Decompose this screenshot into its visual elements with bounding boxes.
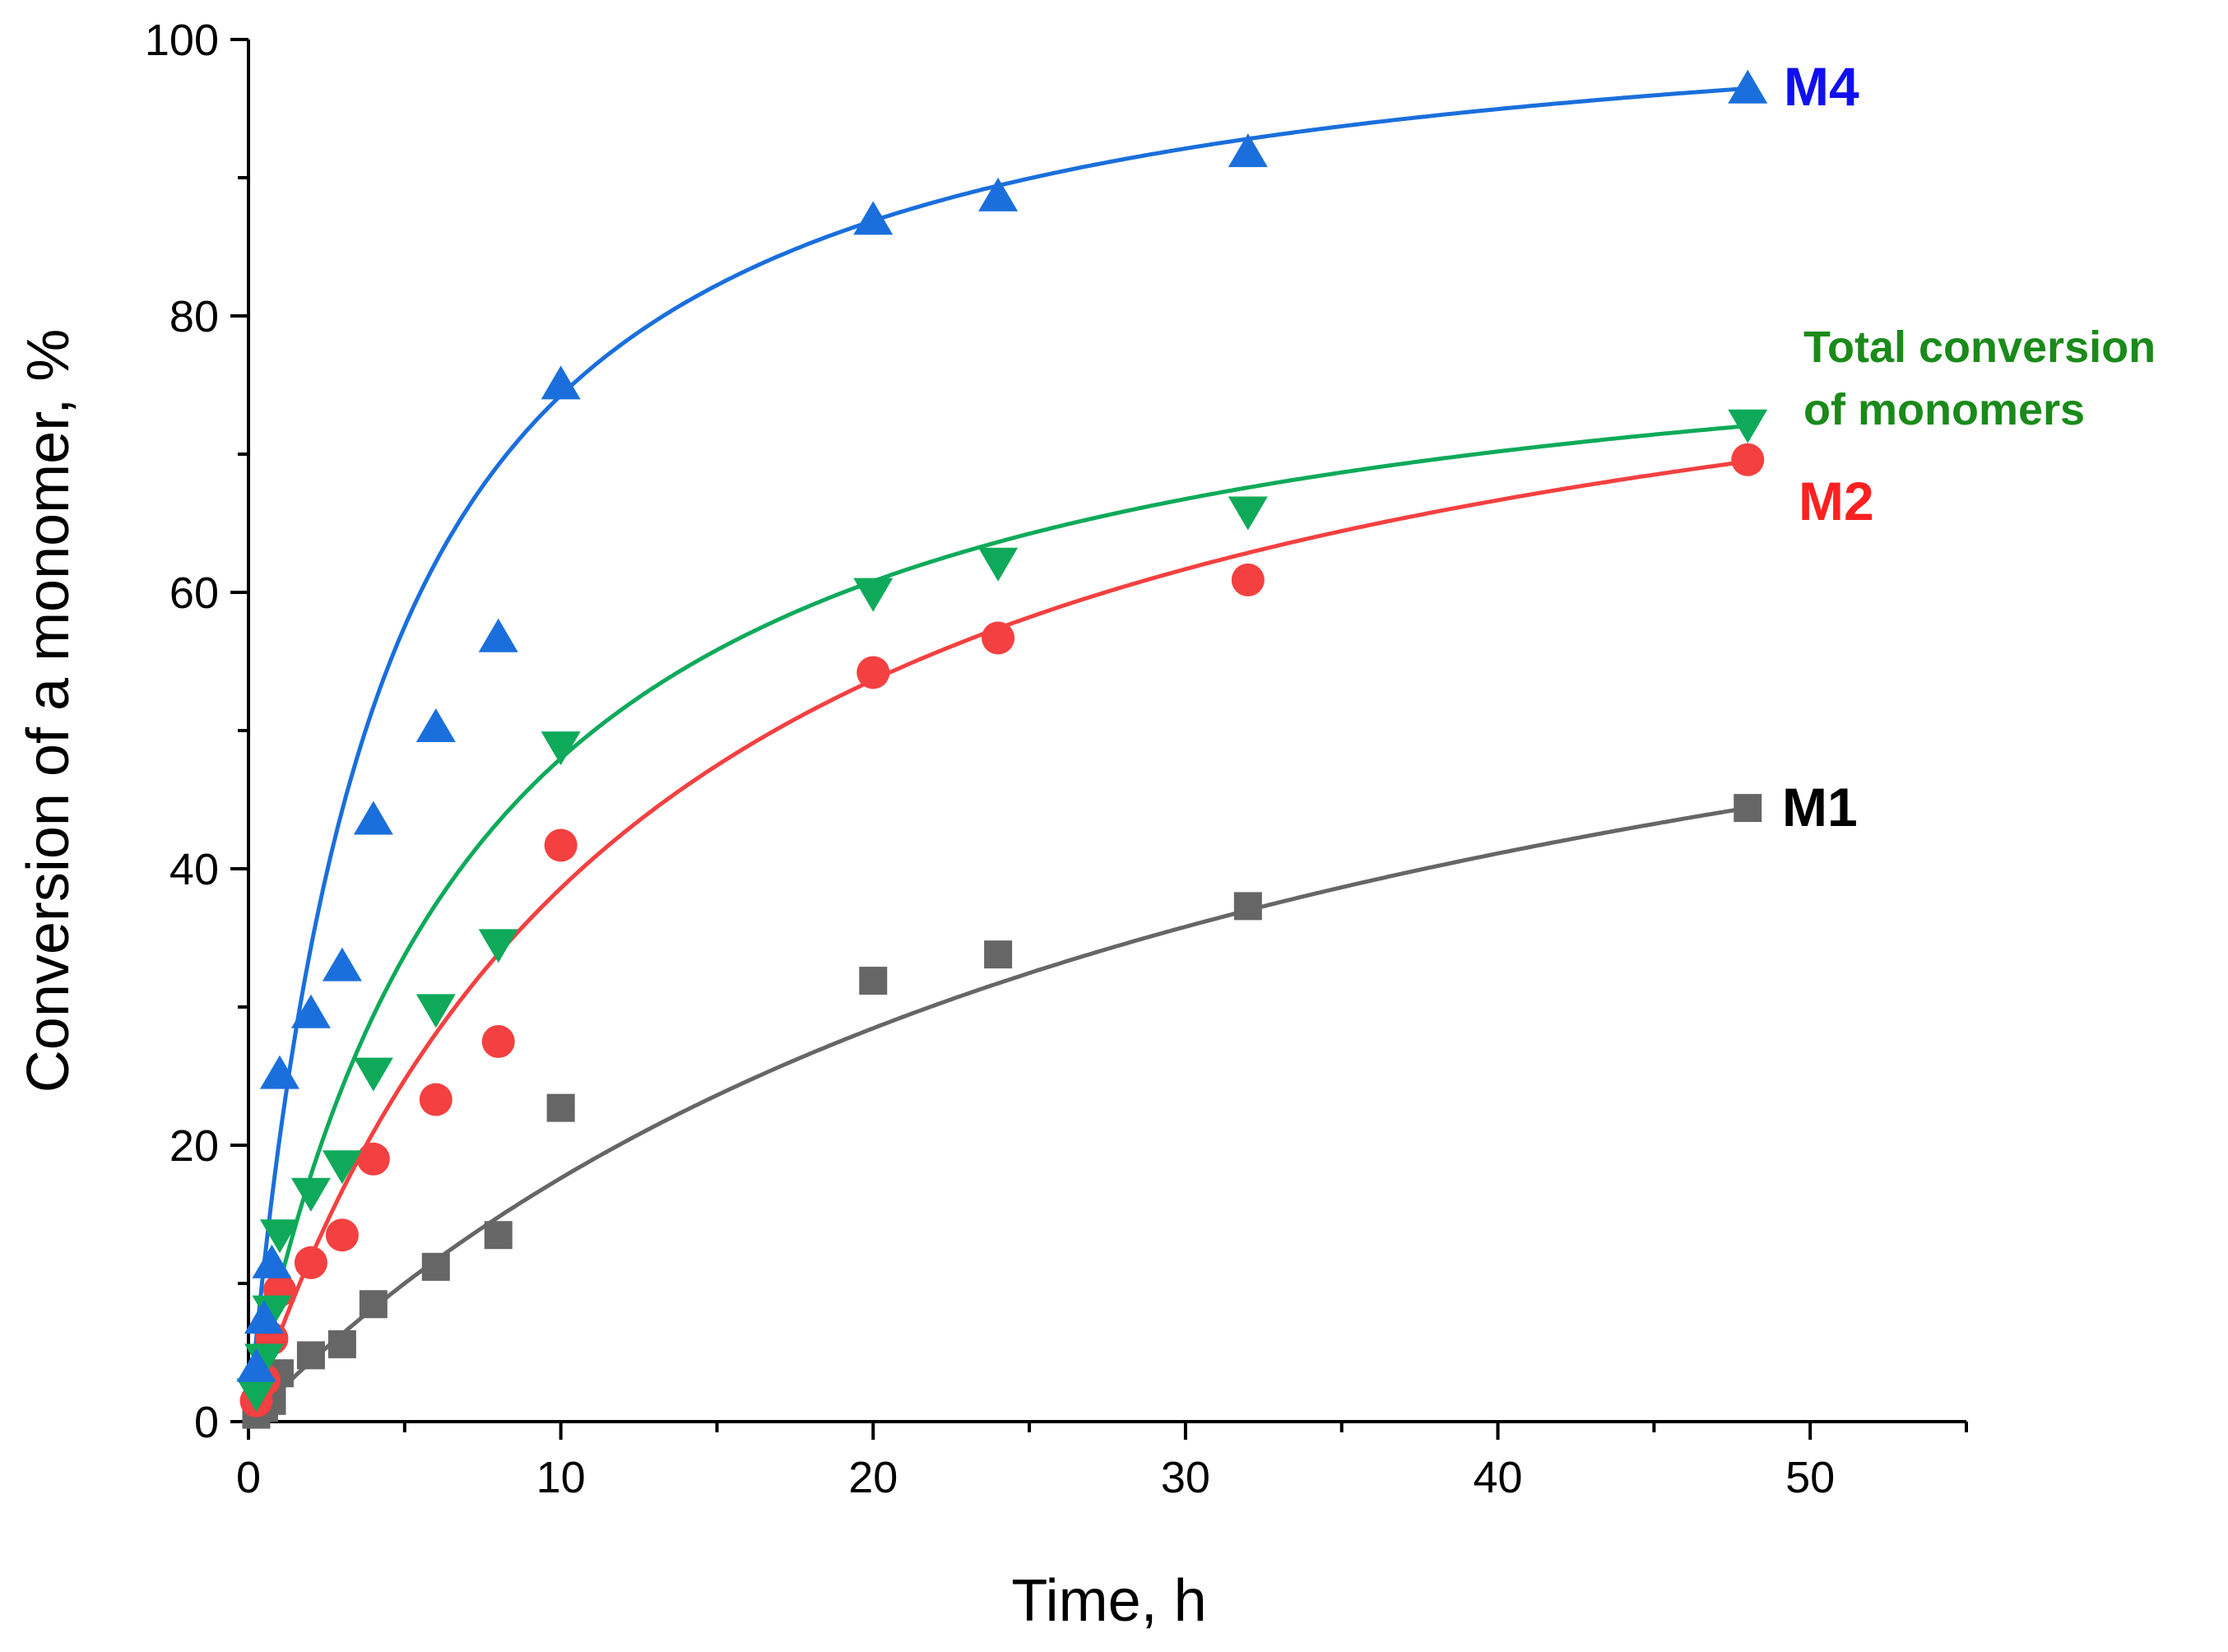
point-total-conversion-of-monomers bbox=[236, 1378, 276, 1413]
point-total-conversion-of-monomers bbox=[353, 1057, 393, 1092]
point-m1 bbox=[421, 1252, 450, 1281]
point-m2 bbox=[356, 1142, 390, 1176]
point-m2 bbox=[1731, 443, 1765, 476]
axes: 0 10 20 30 40 50 0 20 40 60 80 100 bbox=[145, 16, 1968, 1502]
series-label-total-conversion-of-monomers: Total conversion bbox=[1803, 323, 2156, 372]
point-m1 bbox=[1734, 794, 1762, 823]
x-tick-label: 20 bbox=[848, 1453, 898, 1502]
point-m1 bbox=[984, 940, 1013, 969]
point-m4 bbox=[1728, 69, 1768, 104]
fit-curve-m4 bbox=[246, 86, 1748, 1422]
point-total-conversion-of-monomers bbox=[290, 1177, 331, 1212]
y-tick-label: 100 bbox=[145, 16, 219, 65]
series-label-m1: M1 bbox=[1782, 777, 1858, 838]
x-tick-label: 30 bbox=[1161, 1453, 1210, 1502]
point-m1 bbox=[359, 1290, 388, 1319]
point-m4 bbox=[322, 947, 362, 981]
point-m4 bbox=[259, 1055, 299, 1089]
point-m2 bbox=[544, 828, 578, 862]
point-m2 bbox=[982, 621, 1015, 655]
fit-curve-m1 bbox=[247, 805, 1748, 1423]
point-m1 bbox=[296, 1341, 325, 1370]
point-total-conversion-of-monomers bbox=[978, 547, 1019, 582]
point-m2 bbox=[481, 1025, 515, 1058]
y-tick-label: 0 bbox=[194, 1398, 219, 1447]
point-m1 bbox=[859, 967, 888, 995]
point-m4 bbox=[290, 994, 331, 1028]
x-tick-label: 10 bbox=[536, 1453, 586, 1502]
point-total-conversion-of-monomers bbox=[541, 731, 581, 766]
point-total-conversion-of-monomers bbox=[322, 1150, 362, 1185]
point-m4 bbox=[244, 1300, 284, 1334]
x-tick-label: 40 bbox=[1474, 1453, 1523, 1502]
point-m4 bbox=[853, 201, 894, 235]
fit-curves bbox=[246, 86, 1748, 1423]
series-labels: M1 M2 Total conversion of monomers M4 bbox=[1782, 56, 2156, 838]
fit-curve-total-conversion-of-monomers bbox=[246, 424, 1748, 1422]
point-m2 bbox=[325, 1218, 359, 1252]
data-markers bbox=[236, 69, 1768, 1429]
point-m4 bbox=[353, 800, 393, 835]
x-tick-label: 50 bbox=[1785, 1453, 1835, 1502]
point-total-conversion-of-monomers bbox=[478, 929, 518, 963]
point-m1 bbox=[1233, 892, 1262, 921]
series-label-m4: M4 bbox=[1784, 56, 1859, 117]
x-tick-label: 0 bbox=[236, 1453, 261, 1502]
point-total-conversion-of-monomers bbox=[853, 578, 894, 612]
y-tick-label: 80 bbox=[169, 292, 219, 341]
point-total-conversion-of-monomers bbox=[1728, 409, 1768, 443]
point-m2 bbox=[856, 656, 890, 689]
point-total-conversion-of-monomers bbox=[259, 1219, 299, 1254]
y-tick-label: 20 bbox=[169, 1121, 219, 1171]
point-m4 bbox=[236, 1348, 276, 1382]
point-m4 bbox=[415, 708, 456, 742]
point-m2 bbox=[419, 1083, 453, 1116]
point-m1 bbox=[546, 1093, 575, 1122]
x-axis-title: Time, h bbox=[1011, 1568, 1206, 1634]
point-m2 bbox=[1231, 563, 1265, 596]
point-m1 bbox=[484, 1221, 513, 1250]
point-m1 bbox=[327, 1329, 356, 1358]
point-m4 bbox=[1228, 133, 1268, 168]
series-label-m2: M2 bbox=[1799, 471, 1874, 531]
point-m2 bbox=[294, 1246, 327, 1279]
point-total-conversion-of-monomers bbox=[415, 994, 456, 1028]
y-tick-label: 40 bbox=[169, 845, 219, 894]
series-label-total-conversion-of-monomers: of monomers bbox=[1803, 385, 2085, 434]
y-axis-title: Conversion of a monomer, % bbox=[16, 329, 81, 1093]
point-total-conversion-of-monomers bbox=[1228, 496, 1268, 531]
point-m4 bbox=[252, 1244, 292, 1278]
point-m4 bbox=[541, 365, 581, 400]
y-tick-label: 60 bbox=[169, 568, 219, 618]
point-m4 bbox=[978, 177, 1019, 211]
point-m4 bbox=[478, 618, 518, 652]
